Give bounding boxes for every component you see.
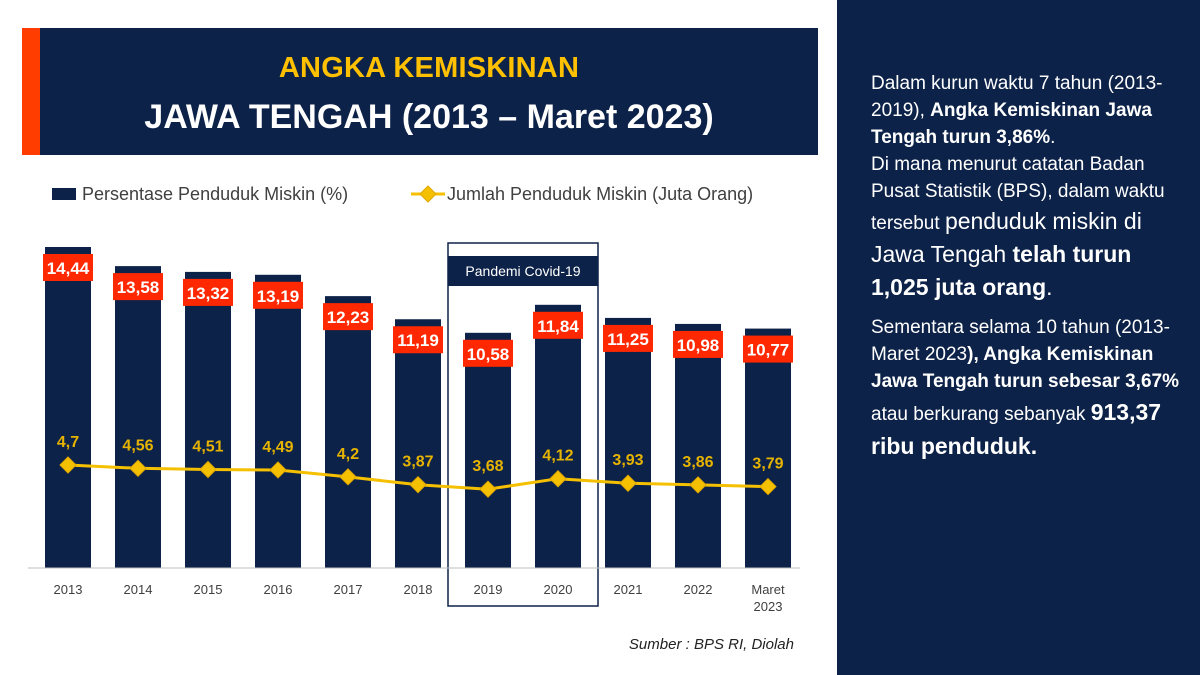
title-accent-stripe bbox=[22, 28, 40, 155]
summary-text: . bbox=[1046, 274, 1053, 300]
bar-value-label: 10,77 bbox=[747, 341, 790, 360]
chart-title-line1: ANGKA KEMISKINAN bbox=[278, 52, 580, 84]
bar-2021 bbox=[605, 317, 651, 568]
bar-2013 bbox=[45, 247, 91, 568]
bar-value-label: 13,58 bbox=[117, 278, 160, 297]
summary-text: Di mana menurut catatan Badan Pusat Stat… bbox=[871, 154, 1165, 234]
chart-title-line2: JAWA TENGAH (2013 – Maret 2023) bbox=[144, 98, 714, 136]
bar-2015 bbox=[185, 271, 231, 568]
bar-2017 bbox=[325, 296, 371, 568]
bar-maret-2023 bbox=[745, 328, 791, 568]
line-value-label: 3,93 bbox=[612, 452, 643, 469]
bar-label-bg bbox=[603, 324, 653, 352]
summary-highlight-large: 913,37 ribu penduduk. bbox=[871, 399, 1162, 459]
summary-text: Dalam kurun waktu 7 tahun (2013-2019), bbox=[871, 73, 1163, 121]
bar-label-bg bbox=[393, 326, 443, 354]
summary-paragraph-1: Dalam kurun waktu 7 tahun (2013-2019), A… bbox=[871, 70, 1184, 151]
line-value-label: 4,56 bbox=[122, 437, 153, 454]
bar-2016 bbox=[255, 274, 301, 568]
bar-2022 bbox=[675, 323, 721, 568]
x-tick-label: Maret 2023 bbox=[751, 582, 785, 614]
legend-line-swatch bbox=[411, 185, 445, 203]
line-point bbox=[479, 480, 497, 498]
line-point bbox=[269, 461, 287, 479]
line-value-label: 4,49 bbox=[262, 439, 293, 456]
summary-text: . bbox=[1050, 127, 1056, 148]
legend-bar-swatch bbox=[52, 188, 76, 200]
summary-text: atau berkurang sebanyak bbox=[871, 404, 1091, 425]
x-tick-label: 2015 bbox=[194, 582, 223, 597]
bar-2014 bbox=[115, 266, 161, 568]
bar-2018 bbox=[395, 319, 441, 568]
bar-value-label: 13,19 bbox=[257, 287, 300, 306]
x-tick-label: 2020 bbox=[544, 582, 573, 597]
x-tick-label: 2013 bbox=[54, 582, 83, 597]
bar-label-bg bbox=[533, 311, 583, 339]
line-value-label: 3,79 bbox=[752, 456, 783, 473]
x-tick-label: 2018 bbox=[404, 582, 433, 597]
bar-label-bg bbox=[673, 330, 723, 358]
summary-highlight: ), Angka Kemiskinan Jawa Tengah turun se… bbox=[871, 344, 1179, 392]
bar-label-bg bbox=[43, 254, 93, 281]
bar-label-bg bbox=[183, 278, 233, 306]
line-point bbox=[619, 474, 637, 492]
line-point bbox=[339, 468, 357, 486]
pandemic-label: Pandemi Covid-19 bbox=[465, 263, 580, 279]
pandemic-label-bg bbox=[448, 256, 598, 286]
source-note: Sumber : BPS RI, Diolah bbox=[628, 636, 794, 653]
line-point bbox=[409, 475, 427, 494]
pandemic-highlight-box bbox=[447, 242, 599, 607]
summary-paragraph-2: Di mana menurut catatan Badan Pusat Stat… bbox=[871, 151, 1184, 304]
line-point bbox=[199, 460, 217, 479]
line-value-label: 3,87 bbox=[402, 454, 433, 471]
summary-highlight: Angka Kemiskinan Jawa Tengah turun 3,86% bbox=[871, 100, 1152, 148]
bar-value-label: 13,32 bbox=[187, 284, 230, 303]
bar-value-label: 11,25 bbox=[607, 330, 649, 349]
line-point bbox=[59, 456, 77, 474]
summary-paragraph-3: Sementara selama 10 tahun (2013-Maret 20… bbox=[871, 314, 1184, 463]
bar-label-bg bbox=[463, 339, 513, 367]
bar-label-bg bbox=[113, 273, 163, 301]
bar-value-label: 11,19 bbox=[397, 331, 439, 350]
line-value-label: 3,68 bbox=[472, 458, 503, 475]
bar-value-label: 11,84 bbox=[537, 317, 579, 336]
bar-value-label: 10,58 bbox=[467, 345, 510, 364]
x-tick-label: 2019 bbox=[474, 582, 503, 597]
summary-highlight: telah turun 1,025 juta orang bbox=[871, 241, 1132, 300]
line-value-label: 4,7 bbox=[57, 434, 79, 451]
x-tick-label: 2014 bbox=[124, 582, 153, 597]
x-tick-label: 2021 bbox=[614, 582, 643, 597]
bar-value-label: 10,98 bbox=[677, 336, 720, 355]
line-point bbox=[759, 477, 777, 496]
bar-label-bg bbox=[323, 303, 373, 331]
bar-2019 bbox=[465, 332, 511, 568]
line-value-label: 4,51 bbox=[192, 439, 223, 456]
summary-text: Sementara selama 10 tahun (2013-Maret 20… bbox=[871, 317, 1170, 365]
line-point bbox=[129, 459, 147, 478]
line-value-label: 3,86 bbox=[682, 454, 713, 471]
line-value-label: 4,12 bbox=[542, 448, 573, 465]
bar-value-label: 12,23 bbox=[327, 308, 370, 327]
x-tick-label: 2016 bbox=[264, 582, 293, 597]
line-point bbox=[689, 476, 707, 494]
legend-bar-label: Persentase Penduduk Miskin (%) bbox=[82, 184, 349, 204]
bar-value-label: 14,44 bbox=[47, 259, 90, 278]
bar-label-bg bbox=[743, 335, 793, 363]
x-tick-label: 2017 bbox=[334, 582, 363, 597]
summary-text-large: penduduk miskin di Jawa Tengah bbox=[871, 208, 1142, 267]
bar-2020 bbox=[535, 304, 581, 568]
bar-label-bg bbox=[253, 281, 303, 309]
legend-line-label: Jumlah Penduduk Miskin (Juta Orang) bbox=[447, 184, 754, 204]
title-banner: ANGKA KEMISKINAN JAWA TENGAH (2013 – Mar… bbox=[22, 28, 818, 155]
poverty-chart: Pandemi Covid-19 14,44 13,58 13,32 13,19 12,… bbox=[28, 242, 800, 614]
line-value-label: 4,2 bbox=[337, 446, 359, 463]
summary-panel: Dalam kurun waktu 7 tahun (2013-2019), A… bbox=[837, 0, 1200, 675]
x-tick-label: 2022 bbox=[684, 582, 713, 597]
line-point bbox=[549, 470, 567, 488]
